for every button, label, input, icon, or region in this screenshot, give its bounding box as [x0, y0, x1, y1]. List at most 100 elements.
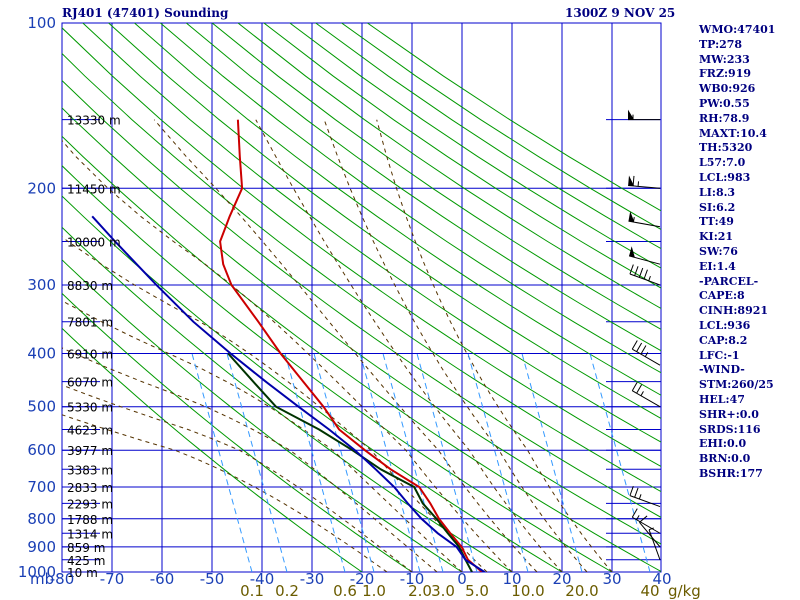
index-item: SHR+:0.0	[699, 407, 759, 421]
wind-barb-pennant	[628, 211, 635, 223]
mixing-ratio-line	[359, 353, 421, 572]
temperature-tick-label: -10	[400, 570, 425, 588]
moist-adiabat	[62, 384, 413, 572]
wind-barb	[631, 340, 661, 366]
wind-barb-staff	[639, 522, 661, 548]
wind-barb	[639, 515, 661, 548]
height-label: 11450 m	[67, 182, 121, 196]
mixing-ratio-unit: g/kg	[668, 582, 701, 600]
wind-barb-flag	[640, 345, 647, 355]
temperature-tick-label: -20	[350, 570, 375, 588]
wind-barb	[628, 175, 661, 189]
moist-adiabat	[62, 347, 438, 572]
moist-adiabat	[62, 139, 513, 572]
index-item: -WIND-	[699, 363, 745, 377]
moist-adiabat	[153, 119, 538, 572]
height-label: 425 m	[67, 554, 105, 568]
temperature-line	[219, 119, 483, 572]
wind-barb	[628, 109, 660, 121]
index-item: MW:233	[699, 52, 750, 66]
wind-barb	[629, 264, 661, 286]
wind-barb-flag	[636, 384, 643, 394]
mixing-ratio-label: 2.0	[408, 582, 432, 600]
mixing-ratio-label: 10.0	[511, 582, 544, 600]
index-item: TT:49	[699, 215, 734, 229]
height-label: 10 m	[67, 566, 98, 580]
index-item: CAPE:8	[699, 289, 745, 303]
wind-barb-flag	[634, 487, 639, 498]
index-item: LCL:983	[699, 170, 751, 184]
parcel-line	[91, 215, 486, 572]
temperature-tick-label: -80	[50, 570, 75, 588]
wind-barb-half	[648, 275, 651, 282]
dry-adiabat	[82, 23, 661, 443]
mixing-ratio-label: 40	[640, 582, 659, 600]
temperature-tick-label: 40	[652, 570, 671, 588]
index-item: TP:278	[699, 37, 743, 51]
height-label: 6910 m	[67, 348, 113, 362]
wind-barb	[628, 246, 661, 265]
index-item: FRZ:919	[699, 67, 752, 81]
temperature-tick-label: 0	[457, 570, 467, 588]
wind-barb-flag	[636, 342, 643, 352]
wind-barb	[631, 381, 661, 408]
index-item: EHI:0.0	[699, 437, 747, 451]
wind-barb-flag	[631, 340, 638, 350]
index-item: -PARCEL-	[699, 274, 759, 288]
dry-adiabat	[62, 135, 661, 572]
dry-adiabat	[62, 292, 413, 572]
index-item: EI:1.4	[699, 259, 736, 273]
height-label: 859 m	[67, 541, 105, 555]
dry-adiabat	[62, 226, 513, 572]
mixing-ratio-lines	[191, 353, 651, 572]
moist-adiabat	[323, 119, 588, 572]
dry-adiabat	[108, 23, 661, 419]
index-item: KI:21	[699, 230, 734, 244]
height-label: 6070 m	[67, 376, 113, 390]
dry-adiabat	[62, 327, 363, 572]
temperature-tick-label: -60	[150, 570, 175, 588]
pressure-label: 300	[27, 276, 56, 294]
mixing-ratio-label: 0.1	[240, 582, 264, 600]
dry-adiabat	[62, 165, 613, 572]
wind-barb	[631, 508, 661, 534]
wind-barb-half	[636, 515, 640, 521]
height-label: 2833 m	[67, 481, 113, 495]
moist-adiabat	[62, 414, 388, 572]
mixing-ratio-label: 0.6	[333, 582, 357, 600]
pressure-label: 600	[27, 441, 56, 459]
wind-barb	[648, 527, 661, 560]
height-label: 3977 m	[67, 444, 113, 458]
pressure-label: 200	[27, 179, 56, 197]
wind-barb-flag	[629, 486, 634, 496]
pressure-label: 800	[27, 510, 56, 528]
temperature-tick-label: -40	[250, 570, 275, 588]
wind-barb-pennant	[629, 246, 635, 258]
mixing-ratio-line	[521, 353, 583, 572]
index-item: SI:6.2	[699, 200, 736, 214]
mixing-ratio-line	[191, 353, 253, 572]
wind-barb-half	[640, 391, 644, 396]
wind-barb-staff	[648, 529, 661, 560]
pressure-label: 900	[27, 538, 56, 556]
temperature-tick-label: -70	[100, 570, 125, 588]
pressure-label: 400	[27, 345, 56, 363]
height-label: 10000 m	[67, 235, 121, 249]
index-item: HEL:47	[699, 392, 745, 406]
moist-adiabat	[255, 119, 563, 572]
mixing-ratio-label: 0.2	[275, 582, 299, 600]
height-label: 3383 m	[67, 463, 113, 477]
wind-barb-flag	[632, 175, 635, 186]
mixing-ratio-line	[416, 353, 478, 572]
wind-barb-half	[648, 527, 654, 531]
index-item: SRDS:116	[699, 422, 761, 436]
mixing-ratio-line	[382, 353, 444, 572]
index-item: BSHR:177	[699, 466, 763, 480]
height-label: 1788 m	[67, 513, 113, 527]
index-item: L57:7.0	[699, 156, 746, 170]
height-label: 13330 m	[67, 114, 121, 128]
temperature-tick-label: 10	[502, 570, 521, 588]
mixing-ratio-line	[589, 353, 651, 572]
index-item: PW:0.55	[699, 96, 750, 110]
temperature-tick-label: -30	[300, 570, 325, 588]
